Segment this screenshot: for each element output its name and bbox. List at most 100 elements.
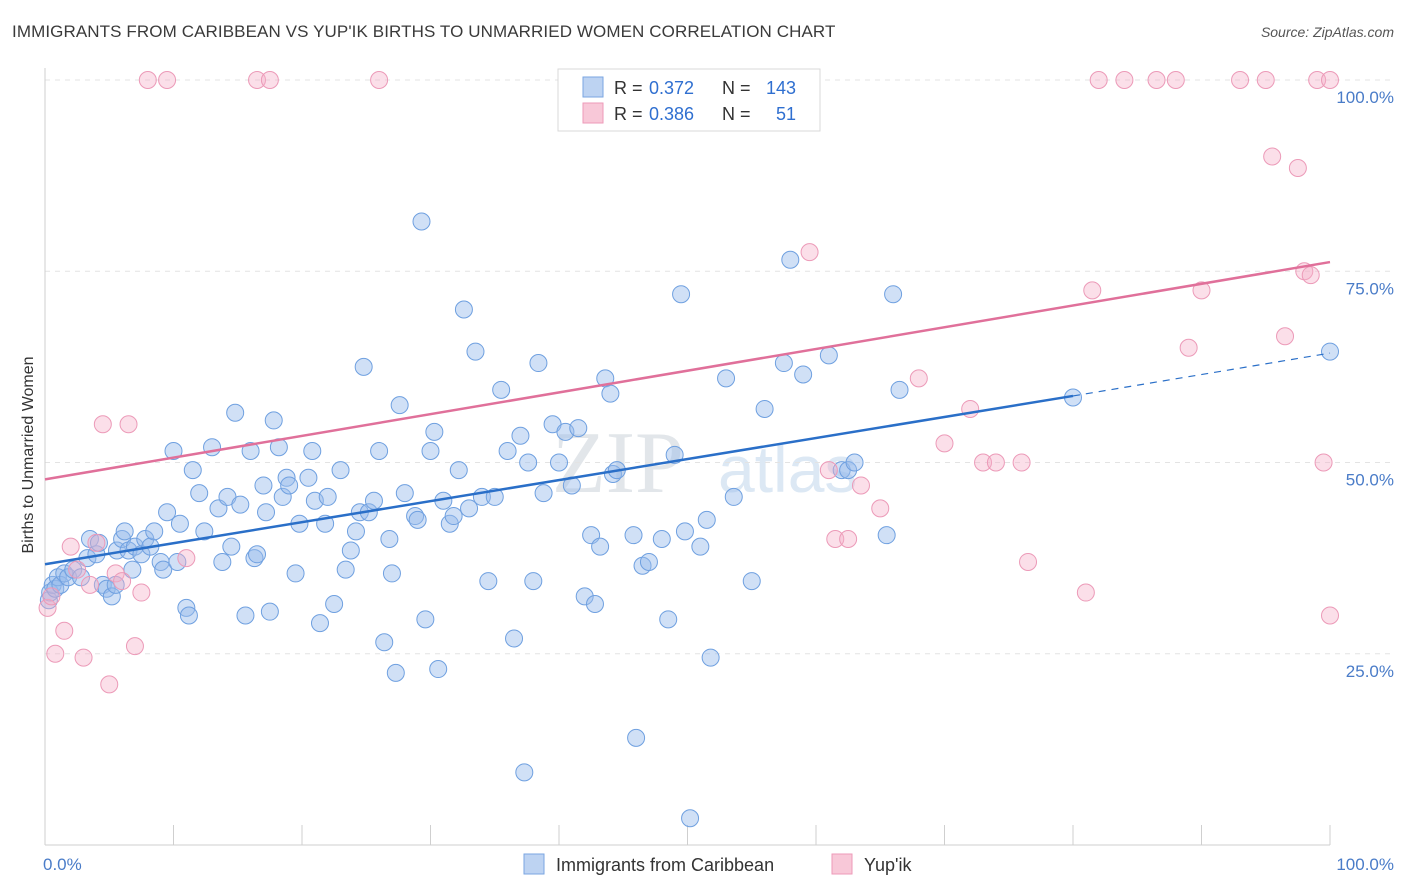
yupik-point-4 [61,537,80,556]
yupik-point-13 [119,415,138,434]
bottom-legend-label-yupik: Yup'ik [864,855,912,875]
yupik-point-7 [80,575,99,594]
caribbean-point-52 [260,602,279,621]
yupik-point-29 [909,369,928,388]
yupik-point-9 [93,415,112,434]
caribbean-point-132 [697,510,716,529]
caribbean-point-80 [390,396,409,415]
caribbean-point-61 [303,442,322,461]
caribbean-point-129 [675,522,694,541]
caribbean-point-81 [395,484,414,503]
caribbean-point-130 [681,809,700,828]
caribbean-point-32 [168,552,187,571]
yupik-point-45 [1256,71,1275,89]
yupik-point-43 [1192,281,1211,300]
caribbean-point-106 [529,354,548,373]
caribbean-point-35 [179,606,198,625]
caribbean-point-122 [627,728,646,747]
caribbean-point-74 [364,491,383,510]
yupik-point-50 [1301,266,1320,285]
caribbean-point-88 [429,660,448,679]
caribbean-point-109 [550,453,568,472]
caribbean-point-95 [466,342,485,361]
caribbean-point-102 [511,426,530,445]
yupik-point-27 [851,476,870,495]
caribbean-point-131 [691,537,710,556]
caribbean-point-138 [774,354,793,373]
y-tick-label-25: 25.0% [1346,662,1394,681]
caribbean-point-79 [386,663,405,682]
yupik-point-3 [55,621,74,640]
caribbean-point-97 [479,572,498,591]
bottom-legend-swatch-caribbean [523,853,545,875]
caribbean-point-30 [158,503,177,522]
source-note: Source: ZipAtlas.com [1260,24,1394,40]
trend-lines [44,260,1331,566]
yupik-point-38 [1089,71,1108,89]
caribbean-point-113 [575,587,594,606]
caribbean-point-29 [154,560,173,579]
chart-title: IMMIGRANTS FROM CARIBBEAN VS YUP'IK BIRT… [12,22,836,41]
yupik-point-48 [1288,158,1307,177]
caribbean-point-77 [380,530,399,548]
caribbean-point-8 [64,560,83,579]
y-tick-labels: 25.0% 50.0% 75.0% 100.0% [1336,88,1394,681]
caribbean-point-128 [672,285,691,304]
bottom-legend-label-caribbean: Immigrants from Caribbean [556,855,774,875]
caribbean-point-134 [717,369,736,388]
caribbean-point-147 [890,380,909,399]
yupik-point-10 [100,675,119,694]
yupik-point-18 [177,549,196,568]
caribbean-point-43 [222,537,241,556]
trend-line-yupik [44,260,1331,481]
caribbean-point-100 [498,442,517,461]
caribbean-point-16 [102,587,121,606]
yupik-point-36 [1076,583,1095,602]
yupik-point-51 [1308,71,1327,89]
yupik-point-30 [935,434,954,453]
yupik-point-5 [68,560,87,579]
legend-r-label-yupik: R = [614,104,643,124]
caribbean-point-87 [425,422,444,441]
caribbean-point-53 [264,411,283,430]
caribbean-point-86 [421,442,440,461]
caribbean-point-98 [485,487,504,506]
caribbean-point-65 [318,487,337,506]
legend-r-yupik: 0.386 [649,104,694,124]
caribbean-point-63 [310,614,329,633]
yupik-point-1 [42,587,61,606]
caribbean-point-103 [515,763,534,782]
caribbean-point-47 [241,442,260,461]
y-tick-label-50: 50.0% [1346,471,1394,490]
caribbean-point-116 [591,537,610,556]
yupik-point-42 [1179,338,1198,357]
caribbean-point-99 [492,380,511,399]
caribbean-point-92 [449,461,468,480]
caribbean-point-75 [370,442,389,461]
legend-n-yupik: 51 [776,104,796,124]
axes [44,68,1331,846]
yupik-point-12 [113,572,132,591]
caribbean-point-44 [226,403,245,422]
legend: R = 0.372 N = 143 R = 0.386 N = 51 [557,68,821,132]
yupik-point-17 [158,71,177,89]
yupik-point-11 [106,564,125,583]
caribbean-point-45 [231,495,250,514]
caribbean-point-118 [601,384,620,403]
series-yupik-points [38,71,1339,694]
caribbean-point-124 [639,552,658,571]
caribbean-point-141 [819,346,838,365]
yupik-point-35 [1019,552,1038,571]
yupik-point-21 [370,71,389,89]
caribbean-point-33 [170,514,189,533]
legend-n-caribbean: 143 [766,78,796,98]
yupik-point-23 [800,243,819,262]
caribbean-point-136 [742,572,761,591]
caribbean-point-133 [701,648,720,667]
caribbean-point-51 [257,503,276,522]
yupik-point-37 [1083,281,1102,300]
caribbean-point-104 [519,453,538,472]
x-tick-label-min: 0.0% [43,855,82,874]
caribbean-point-58 [286,564,305,583]
